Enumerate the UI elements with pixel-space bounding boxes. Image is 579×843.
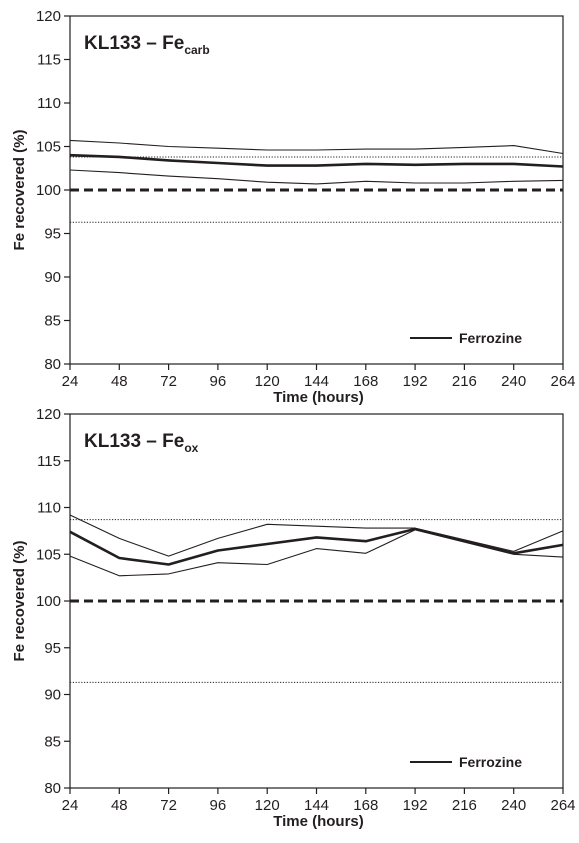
y-tick-label: 95 [44, 640, 61, 657]
y-tick-label: 120 [36, 8, 61, 25]
y-tick-label: 90 [44, 687, 61, 704]
y-tick-label: 80 [44, 356, 61, 373]
panel-title-subscript: ox [184, 441, 198, 455]
x-axis-title: Time (hours) [273, 389, 364, 406]
x-tick-label: 264 [550, 797, 575, 814]
x-tick-label: 240 [501, 797, 526, 814]
x-tick-label: 192 [403, 797, 428, 814]
x-tick-label: 216 [452, 373, 477, 390]
y-tick-label: 110 [37, 500, 61, 517]
x-tick-label: 216 [452, 797, 477, 814]
x-tick-label: 72 [160, 797, 177, 814]
x-tick-label: 144 [304, 373, 329, 390]
y-tick-label: 90 [44, 269, 61, 286]
series-line-lower [69, 169, 564, 185]
x-tick-label: 168 [353, 373, 378, 390]
x-tick-label: 120 [255, 797, 280, 814]
legend-label: Ferrozine [459, 330, 522, 346]
y-tick-label: 115 [37, 52, 61, 69]
y-tick-label: 85 [44, 733, 61, 750]
y-tick-label: 100 [36, 593, 61, 610]
y-tick-label: 85 [44, 313, 61, 330]
x-tick-label: 120 [255, 373, 280, 390]
x-tick-label: 192 [403, 373, 428, 390]
panel-title: KL133 – Fecarb [84, 33, 210, 57]
x-tick-label: 96 [210, 797, 227, 814]
x-tick-label: 48 [111, 373, 128, 390]
x-tick-label: 144 [304, 797, 329, 814]
x-tick-label: 48 [111, 797, 128, 814]
x-tick-label: 24 [62, 797, 79, 814]
panel-title: KL133 – Feox [84, 431, 199, 455]
series-line-mean [69, 153, 564, 168]
series-line-upper [69, 139, 564, 155]
y-tick-label: 105 [36, 139, 61, 156]
y-tick-label: 95 [44, 226, 61, 243]
series-line-mean [69, 527, 564, 566]
x-tick-label: 96 [210, 373, 227, 390]
panel-title-main: KL133 – Fe [84, 431, 184, 452]
y-axis-title: Fe recovered (%) [11, 130, 28, 251]
panel-title-subscript: carb [184, 43, 209, 57]
panel-title-main: KL133 – Fe [84, 33, 184, 54]
y-tick-label: 80 [44, 780, 61, 797]
x-tick-label: 72 [160, 373, 177, 390]
y-tick-label: 120 [36, 406, 61, 423]
y-tick-label: 105 [36, 546, 61, 563]
x-tick-label: 24 [62, 373, 79, 390]
y-axis-title: Fe recovered (%) [11, 541, 28, 662]
series-line-upper [69, 514, 564, 557]
x-tick-label: 168 [353, 797, 378, 814]
y-tick-label: 110 [37, 95, 61, 112]
x-tick-label: 240 [501, 373, 526, 390]
chart-panel-1: 80 85 90 95 100 105 110 115 120 24 48 72 96 120 144 168… [11, 8, 576, 406]
legend-label: Ferrozine [459, 754, 522, 770]
chart-panel-2: 80 85 90 95 100 105 110 115 120 24 48 72 96 120 144 168… [11, 406, 576, 830]
y-tick-label: 115 [37, 453, 61, 470]
series-line-lower [69, 529, 564, 577]
x-tick-label: 264 [550, 373, 575, 390]
y-tick-label: 100 [36, 182, 61, 199]
x-axis-title: Time (hours) [273, 813, 364, 830]
